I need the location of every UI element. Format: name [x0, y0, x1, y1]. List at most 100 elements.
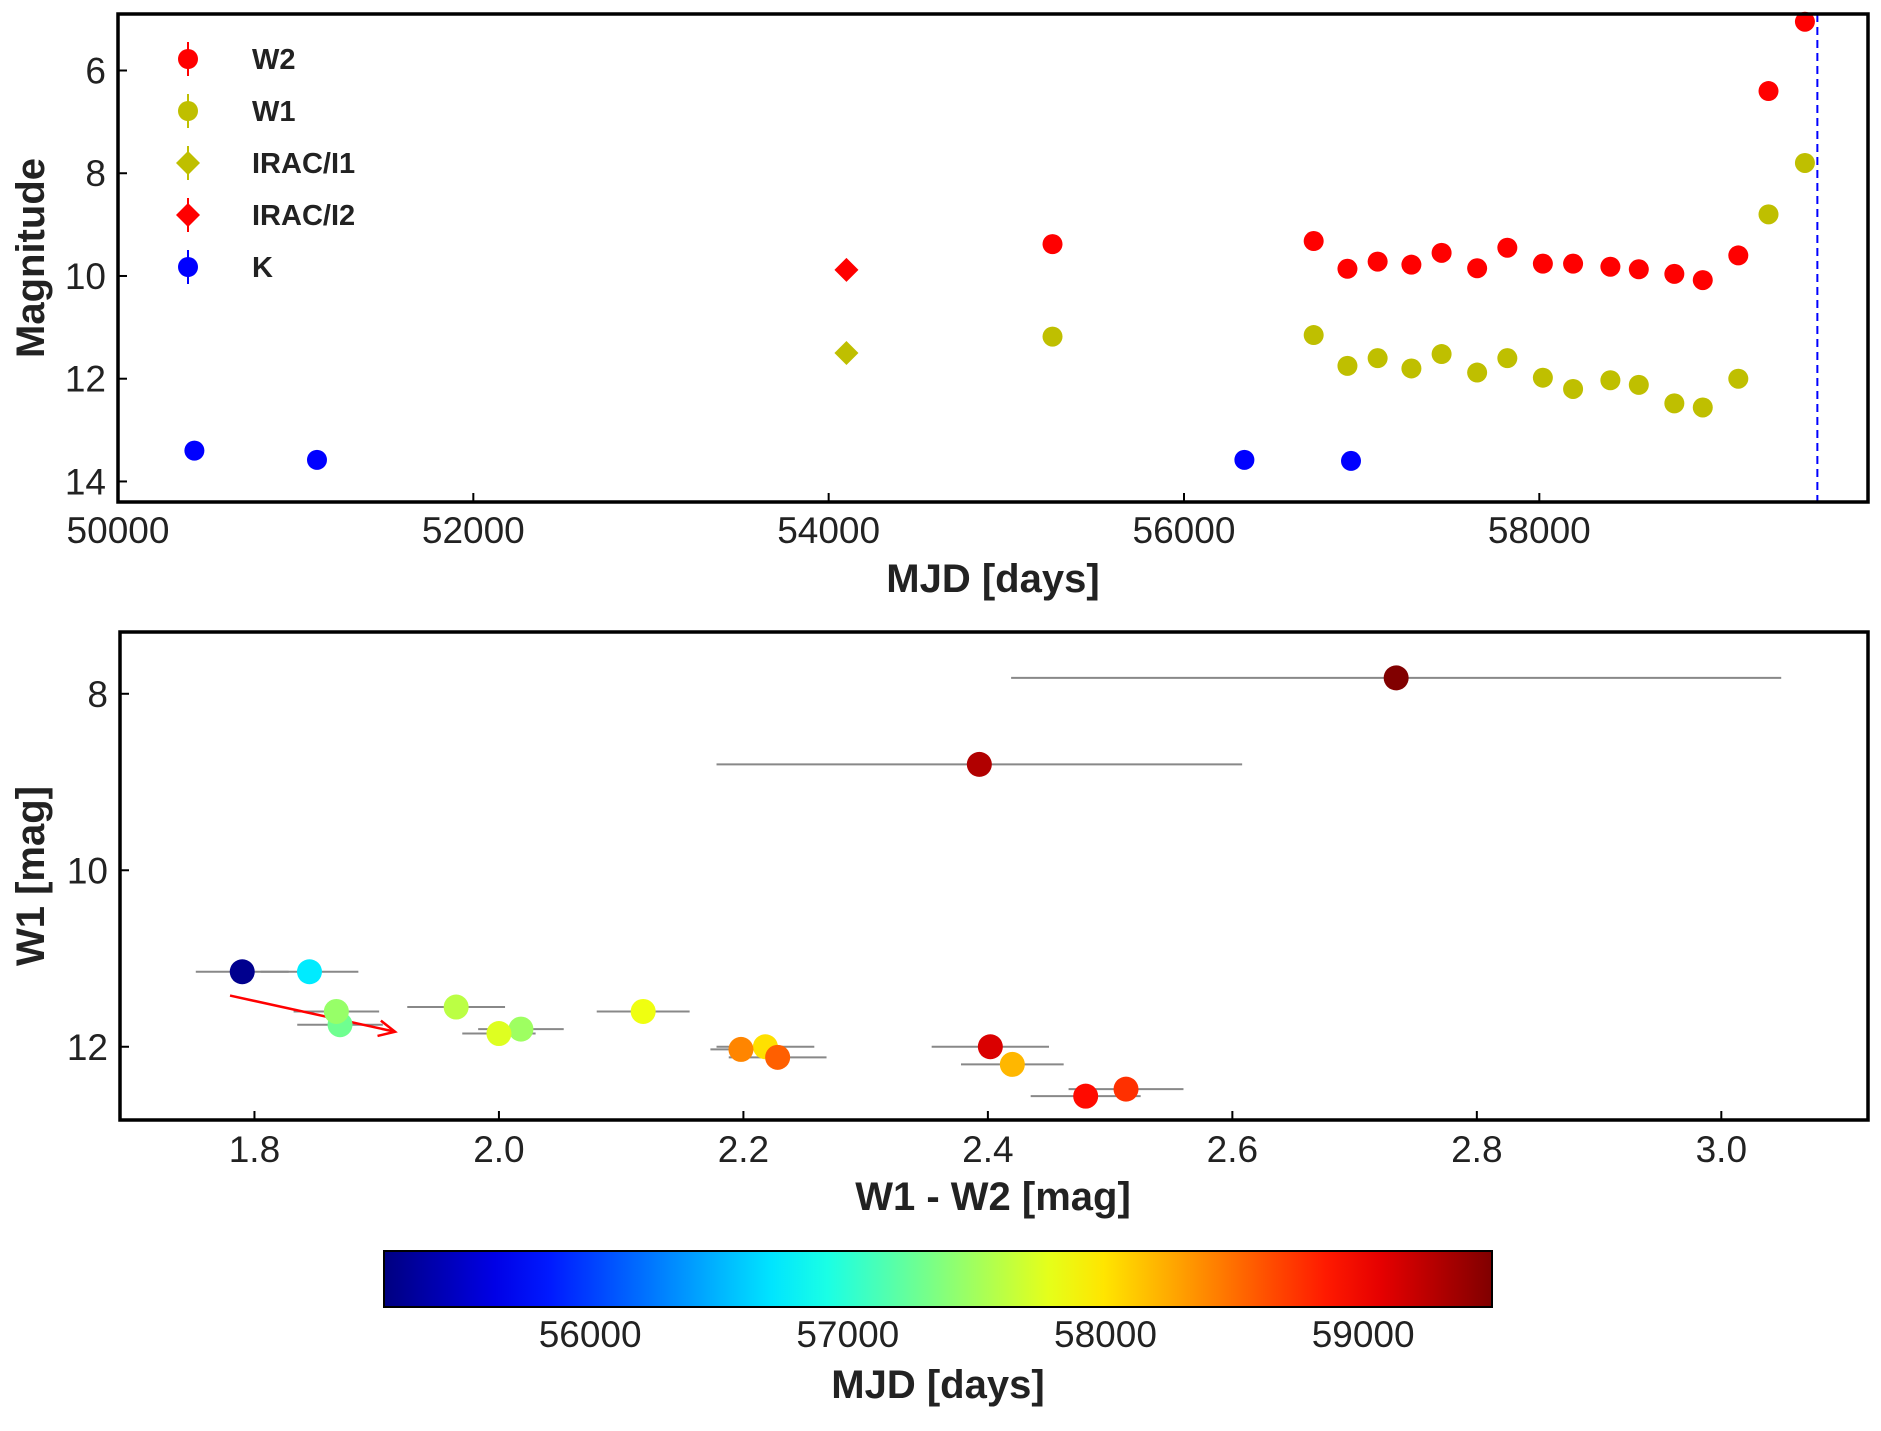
- marker-w1: [1563, 378, 1584, 399]
- marker-w2: [1728, 245, 1749, 266]
- colorbar-tick-label: 59000: [1312, 1314, 1415, 1355]
- color-magnitude-panel: 1.8 2.0 2.2 2.4 2.6 2.8 3.0 8 10 12 W1 - W2 [mag…: [9, 630, 1870, 1219]
- marker-w1: [1367, 348, 1388, 369]
- marker-w1: [1728, 368, 1749, 389]
- marker-w2: [1401, 254, 1422, 275]
- legend-marker: [176, 151, 200, 175]
- legend-marker: [178, 257, 198, 277]
- marker-w2: [1042, 234, 1063, 255]
- cmd-point: [1383, 665, 1409, 691]
- marker-w2: [1337, 258, 1358, 279]
- legend-label: IRAC/I1: [252, 148, 355, 180]
- legend: W2 W1 IRAC/I1 IRAC/I2 K: [176, 42, 355, 284]
- cmd-point: [630, 998, 656, 1024]
- marker-w2: [1563, 253, 1584, 274]
- marker-w1: [1303, 325, 1324, 346]
- light-curve-frame: [116, 12, 1870, 504]
- marker-irac-i1: [834, 341, 859, 366]
- cmd-y-label: W1 [mag]: [9, 786, 53, 966]
- y-tick-label: 10: [65, 256, 106, 297]
- y-tick-label: 12: [67, 1027, 108, 1068]
- colorbar-gradient: [383, 1250, 1493, 1308]
- cmd-point: [229, 959, 255, 985]
- cmd-y-ticks: 8 10 12: [67, 674, 129, 1068]
- light-curve-x-ticks: 50000 52000 54000 56000 58000: [67, 493, 1591, 551]
- legend-label: K: [252, 252, 273, 284]
- colorbar-tick-label: 57000: [796, 1314, 899, 1355]
- cmd-point: [296, 959, 322, 985]
- trend-arrow-head: [377, 1019, 398, 1038]
- marker-w2: [1431, 242, 1452, 263]
- marker-w1: [1497, 348, 1518, 369]
- legend-label: W1: [252, 96, 296, 128]
- y-tick-label: 10: [67, 850, 108, 891]
- x-tick-label: 54000: [777, 510, 880, 551]
- colorbar-label: MJD [days]: [831, 1363, 1044, 1407]
- marker-k: [184, 440, 205, 461]
- marker-w2: [1367, 251, 1388, 272]
- cmd-point: [977, 1034, 1003, 1060]
- y-tick-label: 14: [65, 461, 106, 502]
- x-tick-label: 3.0: [1696, 1129, 1747, 1170]
- marker-w1: [1467, 362, 1488, 383]
- x-tick-label: 2.2: [718, 1129, 769, 1170]
- marker-w1: [1794, 152, 1815, 173]
- light-curve-x-label: MJD [days]: [886, 557, 1099, 601]
- y-tick-label: 12: [65, 359, 106, 400]
- y-tick-label: 8: [87, 674, 108, 715]
- x-tick-label: 2.6: [1207, 1129, 1258, 1170]
- cmd-error-bars: [195, 676, 1782, 1098]
- y-tick-label: 6: [85, 51, 106, 92]
- colorbar-tick-label: 56000: [539, 1314, 642, 1355]
- x-tick-label: 50000: [67, 510, 170, 551]
- marker-w1: [1628, 374, 1649, 395]
- marker-w1: [1664, 393, 1685, 414]
- cmd-point: [999, 1051, 1025, 1077]
- x-tick-label: 56000: [1133, 510, 1236, 551]
- cmd-point: [966, 751, 992, 777]
- cmd-point: [1113, 1076, 1139, 1102]
- marker-irac-i2: [834, 257, 859, 282]
- marker-w1: [1532, 367, 1553, 388]
- cmd-point: [443, 994, 469, 1020]
- x-tick-label: 2.8: [1451, 1129, 1502, 1170]
- marker-k: [306, 449, 327, 470]
- colorbar-ticks: 56000 57000 58000 59000: [539, 1314, 1415, 1355]
- cmd-point: [1073, 1083, 1099, 1109]
- marker-w1: [1431, 344, 1452, 365]
- marker-w2: [1664, 263, 1685, 284]
- legend-marker: [176, 203, 200, 227]
- colorbar-tick-label: 58000: [1054, 1314, 1157, 1355]
- marker-w1: [1600, 370, 1621, 391]
- marker-w1: [1758, 204, 1779, 225]
- cmd-point: [728, 1036, 754, 1062]
- legend-label: W2: [252, 44, 296, 76]
- marker-k: [1234, 449, 1255, 470]
- x-tick-label: 2.0: [473, 1129, 524, 1170]
- marker-w2: [1303, 231, 1324, 252]
- legend-marker: [178, 101, 198, 121]
- cmd-x-label: W1 - W2 [mag]: [855, 1175, 1131, 1219]
- legend-label: IRAC/I2: [252, 200, 355, 232]
- cmd-point: [486, 1021, 512, 1047]
- trend-arrow: [229, 994, 396, 1033]
- marker-w2: [1467, 258, 1488, 279]
- cmd-x-ticks: 1.8 2.0 2.2 2.4 2.6 2.8 3.0: [229, 1111, 1747, 1170]
- marker-w1: [1337, 355, 1358, 376]
- light-curve-markers: [184, 11, 1815, 471]
- marker-w2: [1600, 256, 1621, 277]
- cmd-point: [765, 1044, 791, 1070]
- legend-marker: [178, 49, 198, 69]
- marker-w2: [1758, 81, 1779, 102]
- colorbar: 56000 57000 58000 59000 MJD [days]: [383, 1250, 1493, 1407]
- light-curve-panel: 50000 52000 54000 56000 58000 6 8 10 12 14 W2 W1 I…: [9, 11, 1870, 601]
- marker-w1: [1401, 358, 1422, 379]
- marker-k: [1340, 450, 1361, 471]
- cmd-frame: [118, 630, 1870, 1122]
- marker-w1: [1692, 397, 1713, 418]
- marker-w2: [1628, 259, 1649, 280]
- marker-w2: [1497, 237, 1518, 258]
- cmd-point: [323, 998, 349, 1024]
- x-tick-label: 2.4: [962, 1129, 1013, 1170]
